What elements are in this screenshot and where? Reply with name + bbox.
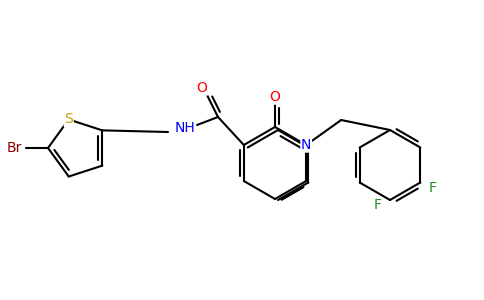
Text: O: O — [270, 90, 280, 104]
Text: O: O — [197, 81, 208, 95]
Text: NH: NH — [175, 121, 196, 135]
Text: N: N — [301, 138, 311, 152]
Text: F: F — [428, 181, 436, 194]
Text: Br: Br — [6, 141, 22, 155]
Text: F: F — [374, 198, 382, 212]
Text: S: S — [64, 112, 73, 127]
